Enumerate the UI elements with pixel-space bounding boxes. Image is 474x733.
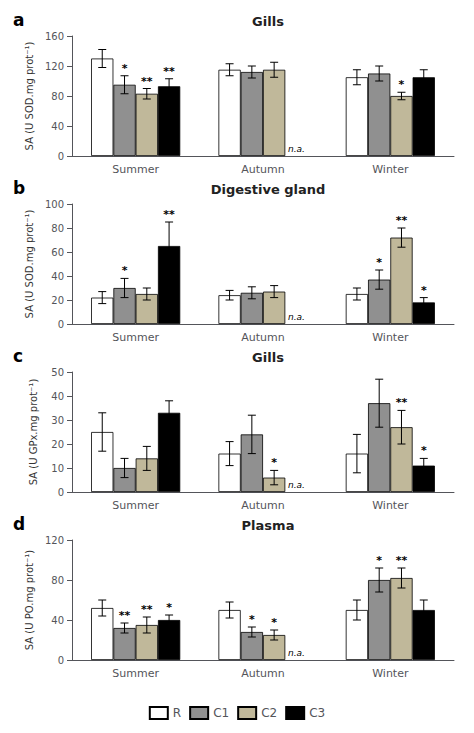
svg-text:*: * [399, 78, 405, 91]
svg-text:40: 40 [51, 271, 64, 282]
svg-text:Winter: Winter [372, 667, 409, 680]
svg-text:20: 20 [51, 295, 64, 306]
svg-text:80: 80 [51, 223, 64, 234]
svg-text:**: ** [396, 214, 408, 227]
svg-text:d: d [13, 514, 25, 534]
svg-text:Summer: Summer [112, 499, 159, 512]
svg-text:20: 20 [51, 439, 64, 450]
svg-text:*: * [376, 256, 382, 269]
svg-text:0: 0 [58, 151, 64, 162]
svg-text:c: c [13, 346, 23, 366]
svg-text:80: 80 [51, 575, 64, 586]
svg-text:40: 40 [51, 391, 64, 402]
svg-text:*: * [271, 616, 277, 629]
svg-text:60: 60 [51, 247, 64, 258]
svg-text:**: ** [141, 75, 153, 88]
svg-text:SA (U GPx.mg prot⁻¹): SA (U GPx.mg prot⁻¹) [28, 379, 39, 486]
svg-text:80: 80 [51, 91, 64, 102]
svg-text:*: * [376, 554, 382, 567]
svg-text:50: 50 [51, 367, 64, 378]
svg-text:C2: C2 [261, 706, 277, 720]
svg-text:Gills: Gills [252, 14, 284, 29]
svg-text:a: a [13, 10, 24, 30]
svg-text:Summer: Summer [112, 163, 159, 176]
svg-text:R: R [173, 706, 181, 720]
svg-text:*: * [421, 444, 427, 457]
svg-text:SA (U PO.mg prot⁻¹): SA (U PO.mg prot⁻¹) [24, 550, 35, 650]
svg-text:**: ** [396, 396, 408, 409]
svg-text:160: 160 [45, 31, 64, 42]
svg-text:**: ** [119, 609, 131, 622]
svg-text:**: ** [396, 554, 408, 567]
svg-text:b: b [13, 178, 25, 198]
svg-text:40: 40 [51, 121, 64, 132]
svg-text:30: 30 [51, 415, 64, 426]
svg-text:Autumn: Autumn [241, 163, 284, 176]
svg-text:0: 0 [58, 319, 64, 330]
svg-text:SA (U SOD.mg prot⁻¹): SA (U SOD.mg prot⁻¹) [24, 42, 35, 151]
svg-text:Winter: Winter [372, 499, 409, 512]
svg-text:Summer: Summer [112, 331, 159, 344]
svg-text:Gills: Gills [252, 350, 284, 365]
svg-text:SA (U SOD.mg prot⁻¹): SA (U SOD.mg prot⁻¹) [24, 210, 35, 319]
svg-text:*: * [122, 264, 128, 277]
svg-text:*: * [249, 613, 255, 626]
svg-text:Autumn: Autumn [241, 499, 284, 512]
svg-text:0: 0 [58, 655, 64, 666]
svg-text:C3: C3 [309, 706, 325, 720]
svg-text:Autumn: Autumn [241, 331, 284, 344]
svg-text:**: ** [141, 603, 153, 616]
svg-text:**: ** [163, 65, 175, 78]
svg-text:100: 100 [45, 199, 64, 210]
svg-text:*: * [166, 601, 172, 614]
svg-text:**: ** [163, 208, 175, 221]
svg-text:Autumn: Autumn [241, 667, 284, 680]
svg-text:0: 0 [58, 487, 64, 498]
svg-text:n.a.: n.a. [288, 144, 305, 154]
svg-text:Summer: Summer [112, 667, 159, 680]
svg-text:Plasma: Plasma [242, 518, 295, 533]
svg-text:*: * [271, 456, 277, 469]
svg-text:120: 120 [45, 61, 64, 72]
svg-text:n.a.: n.a. [288, 312, 305, 322]
svg-text:n.a.: n.a. [288, 480, 305, 490]
svg-text:*: * [122, 62, 128, 75]
svg-text:Winter: Winter [372, 163, 409, 176]
svg-text:Digestive gland: Digestive gland [211, 182, 326, 197]
svg-text:n.a.: n.a. [288, 648, 305, 658]
svg-text:C1: C1 [213, 706, 229, 720]
svg-text:120: 120 [45, 535, 64, 546]
svg-text:40: 40 [51, 615, 64, 626]
svg-text:*: * [421, 284, 427, 297]
svg-text:10: 10 [51, 463, 64, 474]
svg-text:Winter: Winter [372, 331, 409, 344]
